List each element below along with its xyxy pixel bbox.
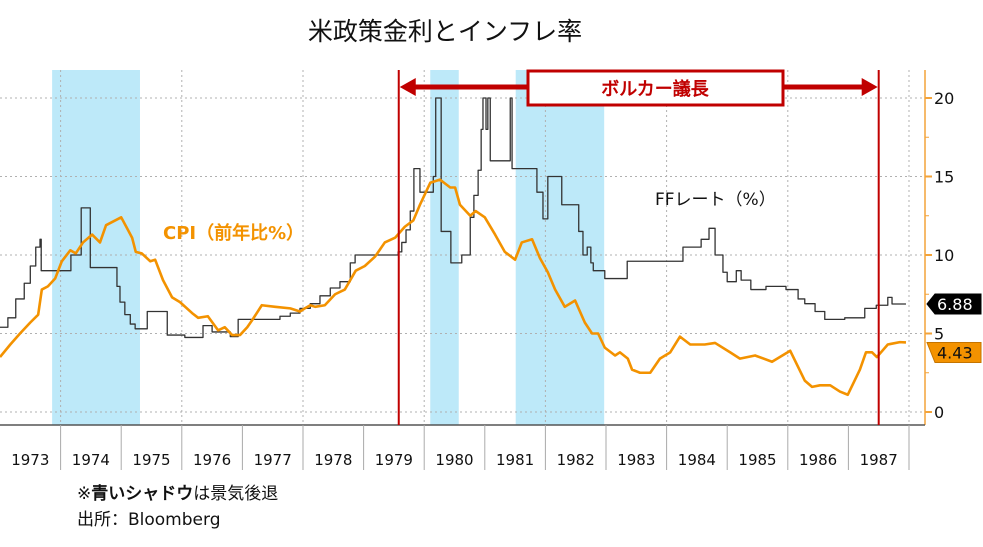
arrow-left-icon	[399, 78, 416, 96]
cpi-last-value-tag	[926, 342, 982, 363]
ff-last-value-label: 6.88	[937, 295, 973, 314]
cpi-last-value-label: 4.43	[937, 344, 973, 363]
y-tick-label: 10	[934, 246, 954, 265]
x-tick-label: 1981	[496, 451, 534, 469]
source-note: 出所：Bloomberg	[77, 510, 221, 530]
y-tick-label: 20	[934, 89, 954, 108]
x-tick-label: 1973	[11, 451, 49, 469]
x-tick-label: 1974	[72, 451, 110, 469]
x-tick-label: 1975	[132, 451, 170, 469]
x-tick-label: 1987	[860, 451, 898, 469]
chart-title: 米政策金利とインフレ率	[307, 17, 583, 46]
arrow-right-icon	[861, 78, 878, 96]
volcker-label: ボルカー議長	[601, 78, 709, 100]
recession-shade	[430, 70, 459, 425]
ff-rate-line	[0, 97, 906, 339]
x-tick-label: 1979	[375, 451, 413, 469]
x-tick-label: 1984	[678, 451, 716, 469]
y-tick-label: 15	[934, 168, 954, 187]
ff-last-value-tag	[926, 293, 982, 315]
volcker-label-box	[526, 69, 785, 107]
note-mark: ※	[77, 484, 92, 504]
x-tick-label: 1986	[799, 451, 837, 469]
cpi-series-label: CPI（前年比%）	[163, 222, 304, 244]
y-tick-label: 0	[934, 403, 944, 422]
recession-shade	[52, 70, 140, 425]
x-tick-label: 1985	[738, 451, 776, 469]
cpi-line	[0, 178, 907, 397]
ff-series-label: FFレート（%）	[655, 190, 776, 210]
recession-note: ※青いシャドウは景気後退	[77, 483, 278, 505]
x-tick-label: 1980	[435, 451, 473, 469]
y-tick-label: 5	[934, 325, 944, 344]
x-tick-label: 1982	[557, 451, 595, 469]
x-tick-label: 1978	[314, 451, 352, 469]
note-shadow-bold: 青いシャドウ	[91, 484, 194, 504]
x-tick-label: 1976	[193, 451, 231, 469]
x-tick-label: 1983	[617, 451, 655, 469]
note-shadow-rest: は景気後退	[193, 484, 279, 504]
x-tick-label: 1977	[254, 451, 292, 469]
